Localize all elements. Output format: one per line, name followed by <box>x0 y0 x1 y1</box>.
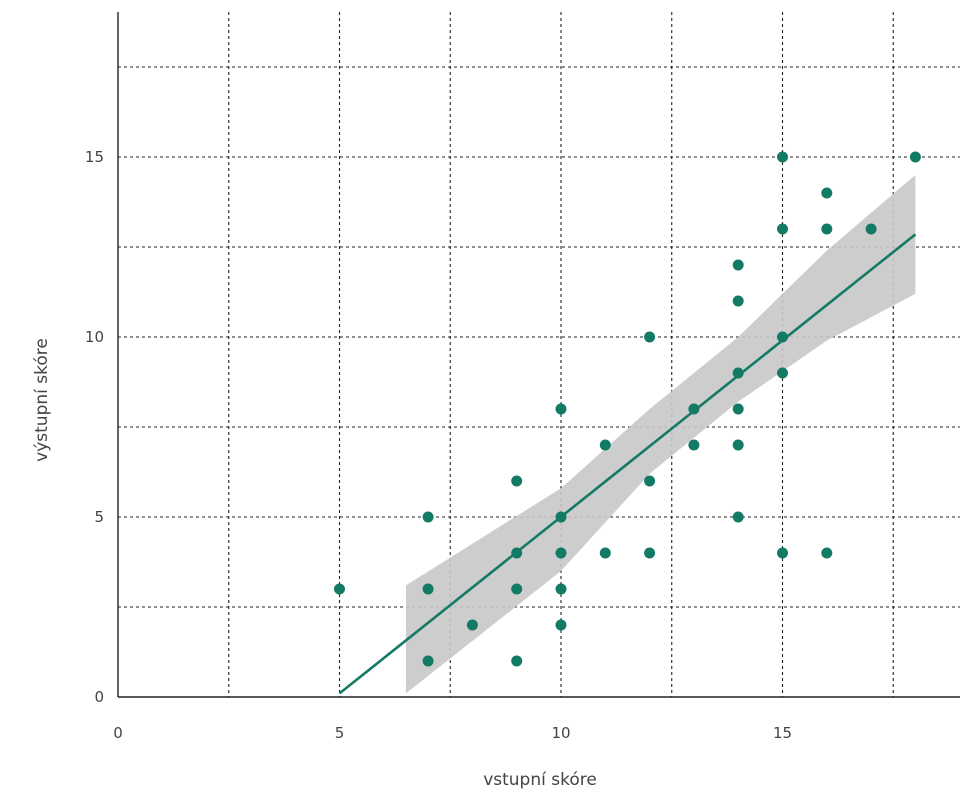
data-point <box>422 583 434 595</box>
data-point <box>644 547 656 559</box>
tick-labels: 0 5 10 15 0 5 10 15 <box>85 148 792 742</box>
data-point <box>732 259 744 271</box>
data-point <box>555 403 567 415</box>
data-point <box>777 547 788 559</box>
data-point <box>555 547 567 559</box>
data-point <box>821 187 833 199</box>
data-point <box>511 655 523 667</box>
axes <box>117 12 960 698</box>
data-point <box>511 547 523 559</box>
regression-line <box>338 233 917 695</box>
y-tick-label: 15 <box>85 148 104 166</box>
data-point <box>334 583 345 595</box>
data-point <box>732 295 744 307</box>
x-tick-label: 15 <box>773 724 792 742</box>
x-tick-label: 10 <box>551 724 570 742</box>
data-point <box>909 151 921 163</box>
data-point <box>644 475 656 487</box>
data-point <box>422 655 434 667</box>
data-point <box>865 223 877 235</box>
x-axis-title: vstupní skóre <box>483 770 597 790</box>
regression-line-group <box>338 233 917 695</box>
y-tick-label: 0 <box>94 688 104 706</box>
x-tick-label: 0 <box>113 724 123 742</box>
data-point <box>688 439 700 451</box>
data-point <box>732 511 744 523</box>
x-tick-label: 5 <box>335 724 345 742</box>
data-point <box>555 619 567 631</box>
data-point <box>777 223 788 235</box>
y-tick-label: 10 <box>85 328 104 346</box>
data-point <box>821 223 833 235</box>
data-points <box>334 151 921 667</box>
data-point <box>511 475 523 487</box>
y-tick-label: 5 <box>94 508 104 526</box>
data-point <box>777 367 788 379</box>
data-point <box>732 367 744 379</box>
data-point <box>732 439 744 451</box>
y-axis-title: výstupní skóre <box>32 338 52 462</box>
grid <box>118 12 960 697</box>
confidence-band <box>405 175 916 694</box>
data-point <box>599 439 611 451</box>
data-point <box>644 331 656 343</box>
data-point <box>422 511 434 523</box>
data-point <box>732 403 744 415</box>
data-point <box>466 619 478 631</box>
data-point <box>777 151 788 163</box>
data-point <box>599 547 611 559</box>
data-point <box>555 511 567 523</box>
data-point <box>555 583 567 595</box>
data-point <box>821 547 833 559</box>
confidence-band-area <box>405 175 916 694</box>
data-point <box>777 331 788 343</box>
data-point <box>511 583 523 595</box>
data-point <box>688 403 700 415</box>
